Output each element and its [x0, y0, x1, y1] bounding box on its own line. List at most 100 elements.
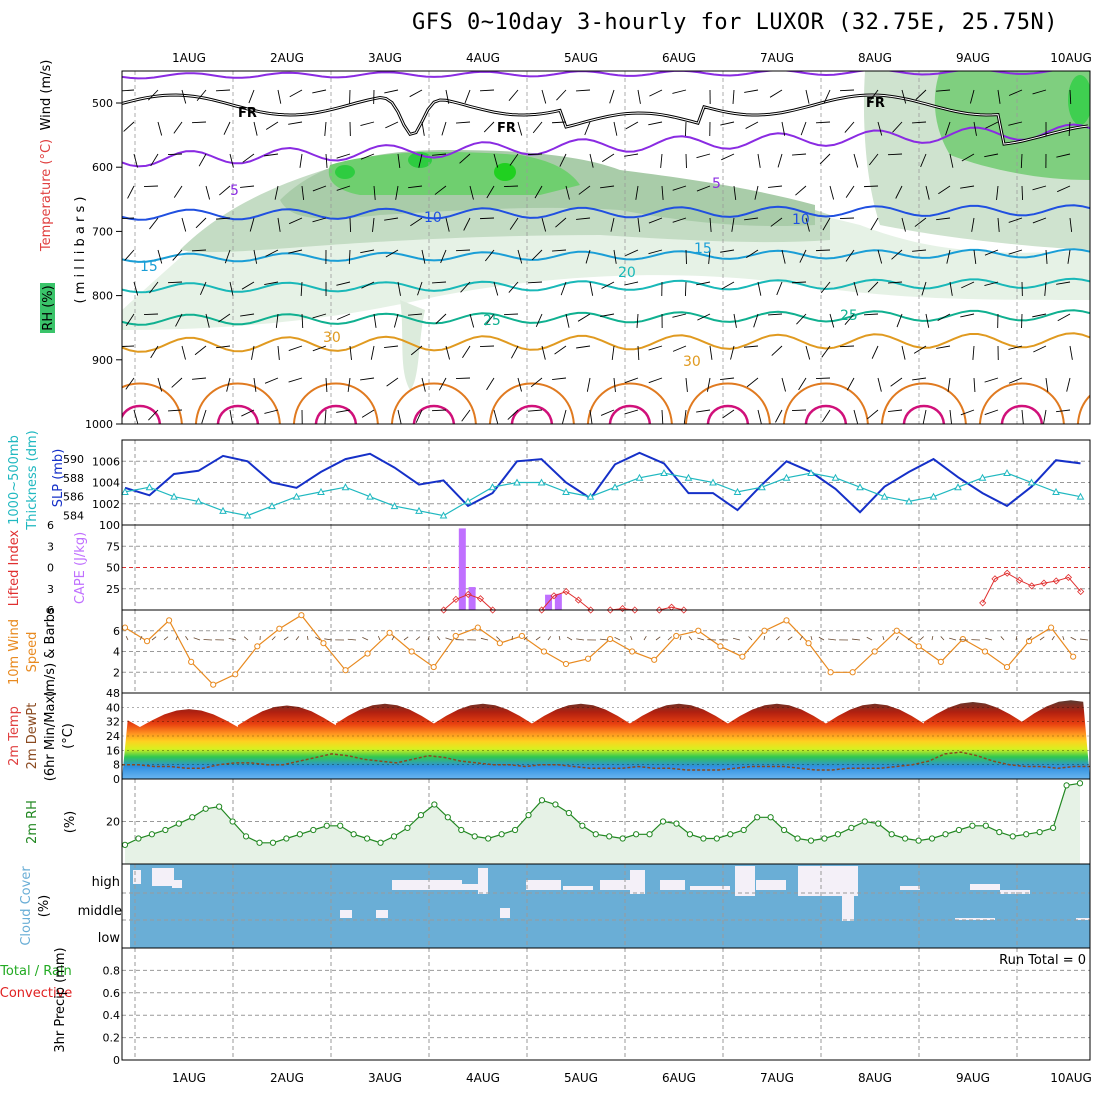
wind-barb: [1066, 377, 1071, 392]
cloud-clear-patch: [600, 880, 630, 890]
wind-barb: [277, 217, 281, 232]
wind-barb: [1021, 409, 1024, 424]
rh-point: [1036, 829, 1043, 836]
wind-barb: [196, 89, 207, 102]
wind-speed-point: [562, 660, 570, 668]
date-label-bottom: 6AUG: [662, 1071, 696, 1085]
wind-barb: [175, 313, 183, 327]
wind-barb: [312, 345, 327, 352]
wind-barb: [971, 217, 975, 232]
thickness-point: [145, 483, 154, 491]
wind-barb: [896, 313, 903, 328]
wind-barb: [845, 249, 855, 262]
wind-barb: [586, 377, 591, 392]
thickness-point: [194, 497, 203, 505]
wind-barb: [868, 153, 879, 166]
wind-barb: [925, 185, 930, 200]
rh-point: [417, 812, 425, 819]
wind-barb: [463, 217, 471, 231]
wind-barb: [336, 313, 351, 320]
cloud-cover-area: [130, 864, 1090, 948]
freezing-level-label: FR: [238, 106, 257, 121]
wind-barb: [360, 153, 375, 160]
wind-barb: [300, 281, 303, 297]
rh-point: [148, 831, 156, 838]
cloud-clear-patch: [478, 868, 488, 894]
li-tick-label: 6: [47, 519, 54, 532]
li-series-line: [659, 606, 684, 611]
wind-barb: [386, 377, 399, 387]
cloud-clear-patch: [340, 910, 352, 918]
wind-barb: [181, 217, 187, 232]
surface-wind-barb: [523, 636, 528, 641]
temp-label-4: (°C): [61, 723, 76, 749]
rh-point: [458, 826, 465, 834]
wind-barb: [324, 409, 327, 424]
wind-barb: [1008, 377, 1023, 384]
wind-speed-point: [232, 671, 239, 678]
wind-tick-label: 6: [113, 625, 120, 638]
wind-barb: [820, 281, 831, 294]
wind-speed-point: [783, 617, 790, 624]
pressure-tick-label: 600: [92, 161, 113, 174]
lifted-index-label: Lifted Index: [7, 529, 22, 606]
wind-barb: [683, 409, 687, 424]
wind-barb: [195, 217, 207, 229]
precip-tick-label: 0: [113, 1054, 120, 1067]
wind-barb: [946, 249, 951, 264]
wind-label-2: Speed: [25, 632, 40, 673]
wind-barb: [149, 217, 159, 230]
panel-frame: [121, 70, 1091, 425]
wind-barb: [1008, 121, 1023, 126]
rh-point: [673, 820, 680, 827]
li-point: [1015, 576, 1024, 584]
wind-barb: [672, 217, 687, 223]
surface-wind-barb: [679, 635, 682, 641]
surface-wind-barb: [940, 636, 945, 641]
rh-tick-label: 20: [106, 816, 120, 829]
cape-tick-label: 50: [106, 562, 120, 575]
wind-barb: [1069, 217, 1073, 232]
date-label-bottom: 2AUG: [270, 1071, 304, 1085]
wind-barb: [205, 313, 210, 328]
thickness-point: [733, 487, 742, 495]
wind-barb: [769, 89, 783, 98]
li-point: [574, 596, 583, 604]
wind-barb: [815, 121, 831, 124]
wind-barb: [984, 153, 999, 158]
cloud-clear-patch: [955, 918, 995, 920]
rh-point: [565, 809, 572, 817]
upper-temperature-label: Temperature (°C): [39, 139, 54, 252]
wind-speed-point: [1003, 663, 1011, 671]
wind-barb: [913, 345, 927, 354]
surface-wind-barb: [391, 635, 395, 641]
wind-barb: [370, 345, 375, 360]
surface-wind-barb: [828, 638, 837, 641]
wind-barb: [901, 217, 906, 232]
wind-barb: [565, 185, 570, 200]
wind-barb: [385, 249, 399, 258]
wind-barb: [796, 313, 807, 325]
rh-point: [444, 814, 451, 821]
rh-point: [579, 822, 586, 829]
slp-tick-label: 1006: [92, 455, 120, 468]
surface-wind-barb: [1062, 635, 1065, 641]
li-point: [618, 605, 627, 613]
surface-wind-barb: [295, 636, 300, 641]
wind-barb: [901, 345, 906, 360]
wind-barb: [1056, 281, 1071, 285]
slp-tick-label: 1004: [92, 477, 120, 490]
wind-barb: [555, 217, 567, 228]
wind-barb: [200, 281, 207, 296]
date-label-top: 3AUG: [368, 51, 402, 65]
rh-point: [135, 835, 142, 842]
wind-barb: [535, 313, 543, 327]
wind-barb: [503, 185, 519, 188]
wind-barb: [157, 377, 163, 392]
wind-barb: [805, 217, 810, 232]
isotherm-loop-hot: [902, 404, 946, 424]
wind-speed-point: [1048, 624, 1055, 631]
li-point: [1040, 579, 1048, 587]
pressure-tick-label: 900: [92, 354, 113, 367]
wind-barb: [887, 153, 903, 156]
